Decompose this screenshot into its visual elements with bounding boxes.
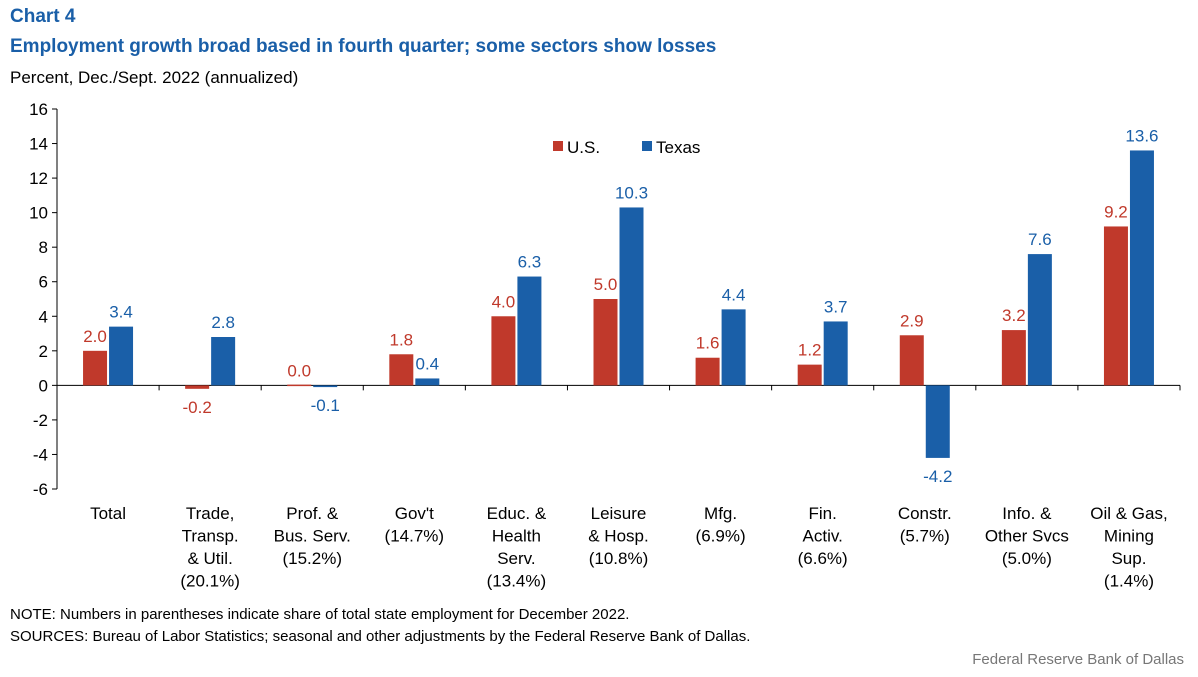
data-label-texas: 13.6 [1125,126,1158,145]
bar-texas [313,385,338,388]
data-label-us: 2.0 [83,327,107,346]
data-label-us: 1.2 [798,341,822,360]
bar-us [83,350,108,386]
bar-us [695,357,720,386]
bar-texas [1129,150,1154,386]
bar-us [491,316,516,386]
category-label: Constr. (5.7%) [898,504,952,546]
bar-us [389,354,414,386]
bar-texas [619,207,644,386]
data-label-texas: 2.8 [211,313,235,332]
data-label-texas: 7.6 [1028,230,1052,249]
data-label-texas: 6.3 [518,253,542,272]
category-label: Prof. & Bus. Serv. (15.2%) [274,504,351,568]
y-tick-label: 4 [39,307,48,326]
category-label: Mfg. (6.9%) [696,504,746,546]
bar-texas [109,326,134,386]
data-label-us: 3.2 [1002,306,1026,325]
bar-texas [721,309,746,386]
bar-us [797,364,822,386]
data-label-texas: 3.4 [109,303,133,322]
y-tick-label: 0 [39,376,48,395]
data-label-texas: -4.2 [923,467,952,486]
sources-text: SOURCES: Bureau of Labor Statistics; sea… [10,628,751,645]
bar-texas [211,337,236,386]
y-tick-label: 2 [39,342,48,361]
data-label-us: 9.2 [1104,202,1128,221]
bar-us [185,385,210,389]
chart-title: Employment growth broad based in fourth … [10,36,717,57]
bar-us [1001,330,1026,386]
data-label-us: -0.2 [182,398,211,417]
legend-label-texas: Texas [656,138,700,157]
category-label: Oil & Gas, Mining Sup. (1.4%) [1090,504,1167,591]
bar-us [1103,226,1128,386]
data-label-texas: 3.7 [824,297,848,316]
category-label: Fin. Activ. (6.6%) [798,504,848,568]
data-label-us: 1.6 [696,334,720,353]
category-label: Educ. & Health Serv. (13.4%) [487,504,547,591]
legend-swatch-us [553,141,563,151]
bar-texas [1027,254,1052,386]
category-label: Trade, Transp. & Util. (20.1%) [180,504,240,591]
bar-texas [415,378,440,386]
data-label-texas: -0.1 [311,396,340,415]
data-label-texas: 4.4 [722,285,746,304]
category-label: Gov't (14.7%) [385,504,445,546]
publisher-credit: Federal Reserve Bank of Dallas [972,651,1184,668]
bar-texas [823,321,848,386]
y-tick-label: 8 [39,238,48,257]
y-axis-unit-label: Percent, Dec./Sept. 2022 (annualized) [10,68,299,87]
category-label: Info. & Other Svcs (5.0%) [985,504,1069,568]
bar-us [899,335,924,386]
data-label-texas: 0.4 [415,354,439,373]
chart-number: Chart 4 [10,6,76,27]
y-tick-label: 16 [29,100,48,119]
data-label-us: 4.0 [492,292,516,311]
category-label: Leisure & Hosp. (10.8%) [588,504,648,568]
y-tick-label: 14 [29,135,48,154]
y-tick-label: -4 [33,445,48,464]
bar-us [287,384,312,387]
y-tick-label: 10 [29,204,48,223]
note-text: NOTE: Numbers in parentheses indicate sh… [10,606,630,623]
bar-texas [517,276,542,386]
y-tick-label: 6 [39,273,48,292]
bar-texas [925,385,950,458]
y-tick-label: -2 [33,411,48,430]
chart-notes: NOTE: Numbers in parentheses indicate sh… [10,604,750,648]
y-tick-label: 12 [29,169,48,188]
legend-swatch-texas [642,141,652,151]
data-label-us: 2.9 [900,311,924,330]
category-label: Total [90,504,126,523]
data-label-us: 5.0 [594,275,618,294]
data-label-us: 1.8 [389,330,413,349]
data-label-texas: 10.3 [615,183,648,202]
bar-chart: 16 14 12 10 8 6 4 2 0 -2 -4 -6 2.0 -0.2 0.0 1.8 4.0 5.0 1.… [29,100,1181,591]
y-tick-label: -6 [33,480,48,499]
bar-us [593,299,618,386]
data-label-us: 0.0 [287,361,311,380]
legend-label-us: U.S. [567,138,600,157]
